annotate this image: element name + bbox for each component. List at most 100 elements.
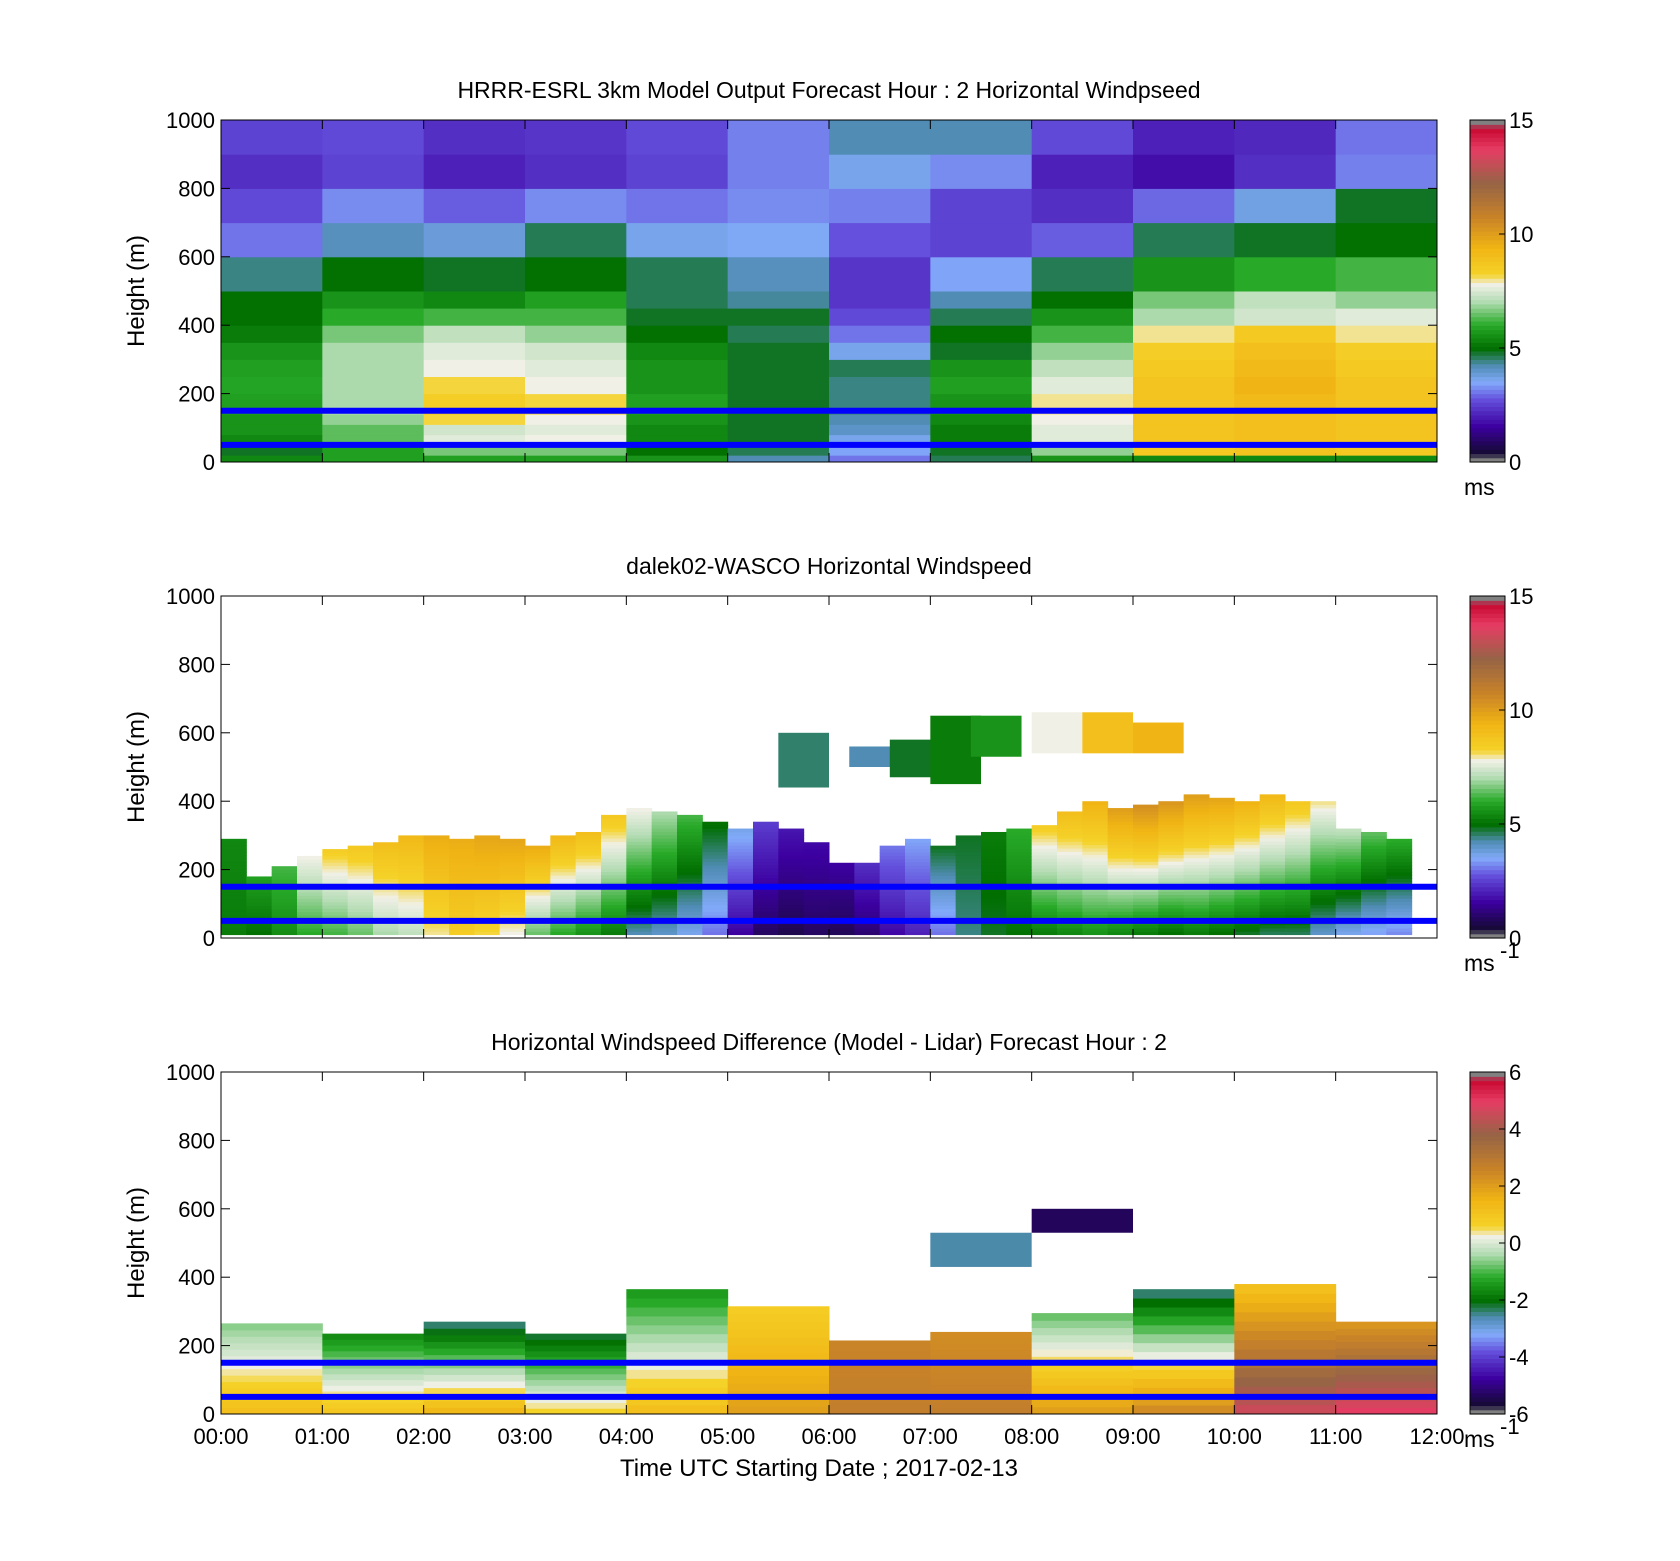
colorbar-swatch (1470, 848, 1505, 854)
data-cell (626, 848, 653, 852)
data-cell (930, 898, 957, 903)
data-cell (221, 855, 247, 860)
colorbar-swatch (1470, 1362, 1505, 1368)
data-cell (778, 904, 805, 909)
data-cell (423, 931, 450, 936)
data-cell (702, 848, 729, 853)
data-cell (677, 888, 703, 892)
data-cell (575, 841, 602, 846)
data-cell (423, 424, 526, 436)
data-cell (981, 868, 1007, 873)
data-cell (651, 834, 678, 839)
data-cell (829, 1377, 931, 1383)
data-cell (803, 908, 830, 912)
data-cell (423, 455, 526, 463)
data-cell (1335, 845, 1362, 849)
data-cell (474, 908, 501, 912)
data-cell (727, 325, 830, 343)
data-cell (1259, 854, 1286, 859)
data-cell (677, 841, 703, 846)
data-cell (575, 908, 602, 912)
data-cell (1386, 881, 1413, 886)
data-cell (1082, 924, 1109, 929)
data-cell (525, 875, 551, 880)
data-cell (1234, 854, 1261, 859)
colorbar-swatch (1470, 209, 1505, 215)
data-cell (1209, 924, 1235, 929)
data-cell (1057, 851, 1083, 856)
data-cell (525, 927, 551, 932)
chart-title: dalek02-WASCO Horizontal Windspeed (626, 553, 1032, 579)
data-cell (1310, 837, 1337, 842)
colorbar-swatch (1470, 908, 1505, 913)
data-cell (1183, 931, 1210, 936)
data-cell (499, 927, 526, 932)
data-cell (271, 895, 298, 900)
data-cell (1335, 828, 1362, 833)
data-cell (1259, 831, 1286, 835)
data-cell (1386, 924, 1413, 929)
data-cell (221, 359, 323, 377)
data-cell (1234, 911, 1261, 916)
colorbar-swatch (1470, 600, 1505, 606)
data-cell (930, 901, 957, 906)
data-cell (1031, 888, 1058, 892)
data-cell (474, 855, 501, 860)
data-cell (1386, 861, 1413, 866)
data-cell (626, 1315, 729, 1326)
data-cell (1133, 887, 1159, 892)
data-cell (905, 888, 931, 893)
data-cell (1234, 222, 1337, 258)
data-cell (1335, 878, 1362, 883)
data-cell (727, 1367, 830, 1377)
data-cell (677, 814, 703, 819)
colorbar-swatch (1470, 737, 1505, 742)
colorbar-swatch (1470, 1311, 1505, 1317)
data-cell (601, 898, 627, 902)
data-cell (1057, 858, 1083, 862)
data-cell (1209, 847, 1235, 852)
data-cell (1057, 861, 1083, 866)
data-cell (778, 831, 805, 836)
data-cell (905, 842, 931, 846)
data-cell (702, 828, 729, 833)
data-cell (1158, 924, 1185, 929)
colorbar-swatch (1470, 1388, 1505, 1394)
data-cell (1057, 891, 1083, 896)
data-cell (1209, 904, 1235, 909)
data-cell (1031, 904, 1058, 909)
data-cell (1285, 811, 1311, 816)
data-cell (1234, 1339, 1337, 1350)
data-cell (930, 1343, 1033, 1351)
data-cell (626, 414, 729, 425)
data-cell (423, 908, 450, 912)
colorbar-swatch (1470, 681, 1505, 687)
data-cell (1031, 858, 1058, 863)
data-cell (1335, 871, 1362, 876)
data-cell (981, 881, 1007, 886)
data-cell (1006, 858, 1033, 863)
data-cell (449, 875, 475, 879)
colorbar-swatch (1470, 1401, 1505, 1407)
data-cell (1031, 342, 1134, 360)
data-cell (271, 924, 298, 929)
data-cell (221, 1381, 323, 1389)
data-cell (1133, 393, 1235, 408)
data-cell (1335, 1374, 1438, 1382)
data-cell (550, 888, 577, 893)
data-cell (1057, 814, 1083, 819)
data-cell (981, 891, 1007, 896)
data-cell (271, 875, 298, 880)
data-cell (1335, 927, 1362, 932)
data-cell (1057, 931, 1083, 936)
data-cell (1234, 342, 1337, 360)
colorbar-swatch (1470, 363, 1505, 369)
colorbar-swatch (1470, 286, 1505, 292)
data-cell (398, 888, 425, 893)
data-cell (499, 861, 526, 866)
data-cell (1183, 834, 1210, 839)
colorbar-swatch (1470, 852, 1505, 858)
data-cell (1158, 854, 1185, 859)
data-cell (221, 878, 247, 883)
